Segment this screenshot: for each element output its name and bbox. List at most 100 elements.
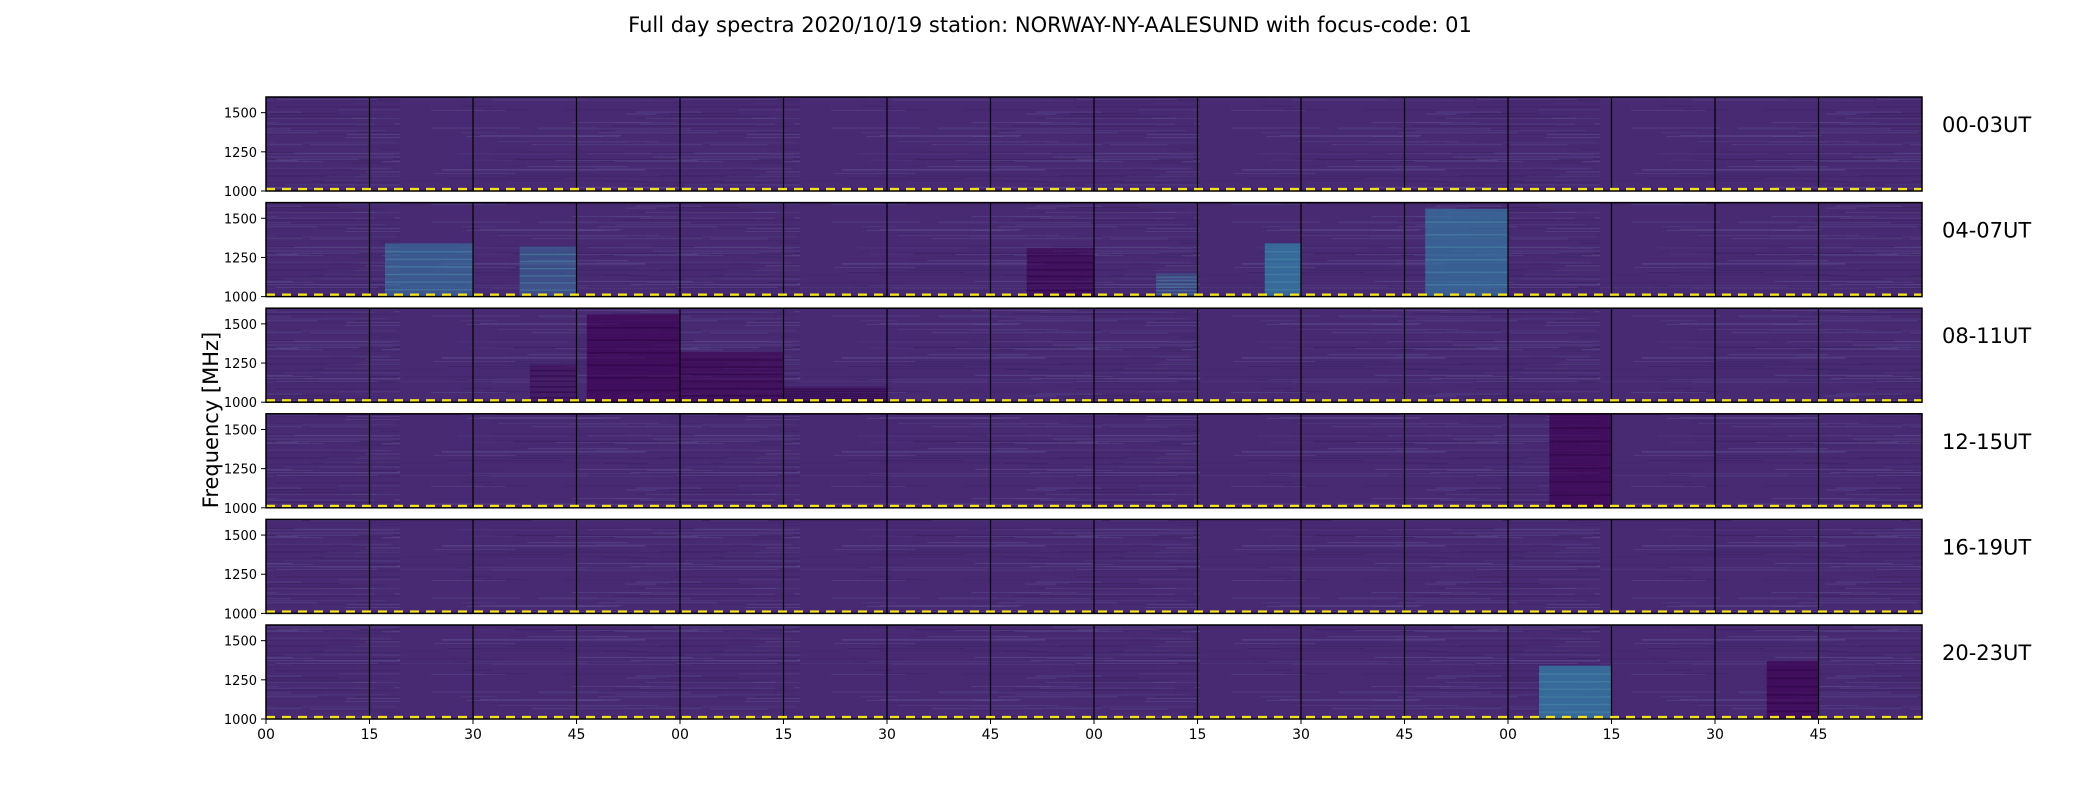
y-tick-label: 1000 [224,185,257,200]
spectrum-panel-texture [680,202,784,297]
burst-streak [519,260,577,263]
burst-streak [1026,275,1094,278]
burst-streak [1425,233,1508,236]
burst-streak [1549,480,1612,483]
spectrum-panel-texture [887,308,991,403]
burst-streak [385,281,473,283]
burst-streak [1026,261,1094,264]
spectrum-panel-texture [990,413,1094,508]
x-tick-label: 30 [878,727,896,743]
spectrum-panel-texture [266,413,370,508]
burst-streak [1549,467,1612,470]
y-tick-label: 1000 [224,607,257,622]
spectrum-panel-texture [369,97,473,191]
spectrum-panel-texture [1818,519,1922,614]
x-tick-label: 15 [1189,727,1207,743]
burst-streak [586,352,680,354]
burst-streak [1766,669,1819,671]
spectrum-panel-texture [680,519,784,614]
spectra-row: 1000 1250 1500 04-07UT [224,201,2031,306]
spectrum-panel-texture [576,97,680,191]
spectrum-panel-texture [1094,413,1198,508]
burst-streak [1264,258,1301,261]
spectrum-panel-texture [1094,519,1198,614]
x-tick-label: 30 [464,727,482,743]
burst-streak [1264,273,1301,276]
burst-streak [529,391,577,393]
burst-streak [1766,677,1819,680]
spectrum-panel-texture [266,97,370,191]
burst-streak [1026,268,1094,271]
row-frame [265,307,1923,403]
burst-streak [1264,266,1301,268]
spectrum-panel-texture [680,413,784,508]
spectrum-panel-texture [1818,413,1922,508]
burst-streak [1766,702,1819,704]
spectrum-panel-texture [1197,308,1301,403]
spectrum-panel-texture [369,625,473,719]
burst-streak [1425,284,1508,286]
y-tick-label: 1500 [224,423,257,438]
row-time-label: 08-11UT [1942,324,2031,348]
burst-streak [529,396,577,399]
y-tick-label: 1500 [224,212,257,227]
burst-streak [1766,710,1819,713]
spectrum-panel-texture [473,519,577,614]
burst-streak [1156,293,1198,295]
x-tick-label: 45 [982,727,1000,743]
y-tick-label: 1000 [224,502,257,517]
spectrum-panel-texture [1715,97,1819,191]
spectrum-panel-texture [1611,97,1715,191]
spectrum-panel-texture [680,625,784,719]
row-frame [265,518,1923,615]
spectrum-panel-texture [266,519,370,614]
spectrum-panel-texture [1404,97,1508,191]
x-tick-label: 30 [1292,727,1310,743]
spectrum-panel-texture [680,97,784,191]
burst-streak [1549,427,1612,429]
row-frame [265,201,1923,298]
spectrum-panel-texture [1404,625,1508,719]
spectrum-panel-texture [783,413,887,508]
spectrum-panel-texture [266,308,370,403]
spectrum-panel-texture [1094,308,1198,403]
burst-streak [1549,440,1612,443]
burst-streak [1425,246,1508,248]
burst-streak [529,369,577,372]
burst-streak [1156,283,1198,285]
burst-streak [385,288,473,291]
burst-streak [1539,703,1612,706]
x-tick-label: 00 [1499,727,1517,743]
spectrum-panel-texture [1301,97,1405,191]
spectrum-panel-texture [1611,625,1715,719]
spectrum-panel-texture [473,202,577,297]
y-tick-label: 1250 [224,674,257,689]
burst-streak [586,339,680,342]
spectrum-panel-texture [1715,519,1819,614]
y-tick-label: 1250 [224,463,257,478]
spectrum-panel-texture [1197,97,1301,191]
x-tick-label: 15 [1603,727,1621,743]
burst-streak [1156,279,1198,282]
y-tick-label: 1500 [224,107,257,122]
radio-burst [1549,413,1612,508]
row-frame [265,413,1923,509]
burst-streak [1026,254,1094,257]
burst-streak [680,387,784,390]
burst-streak [1264,250,1301,253]
radio-burst [1425,208,1508,297]
spectrum-panel-texture [783,308,887,403]
y-tick-label: 1500 [224,635,257,650]
spectrum-panel-texture [887,97,991,191]
row-time-label: 00-03UT [1942,113,2031,137]
spectrum-panel-texture [990,625,1094,719]
burst-streak [1425,271,1508,274]
spectrum-panel-texture [369,519,473,614]
spectrum-panel-texture [1715,202,1819,297]
spectrum-panel-texture [1301,202,1405,297]
spectrum-panel-texture [1611,308,1715,403]
x-tick-label: 30 [1706,727,1724,743]
burst-streak [680,359,784,361]
spectrum-panel-texture [783,202,887,297]
chart-title: Full day spectra 2020/10/19 station: NOR… [628,13,1472,37]
